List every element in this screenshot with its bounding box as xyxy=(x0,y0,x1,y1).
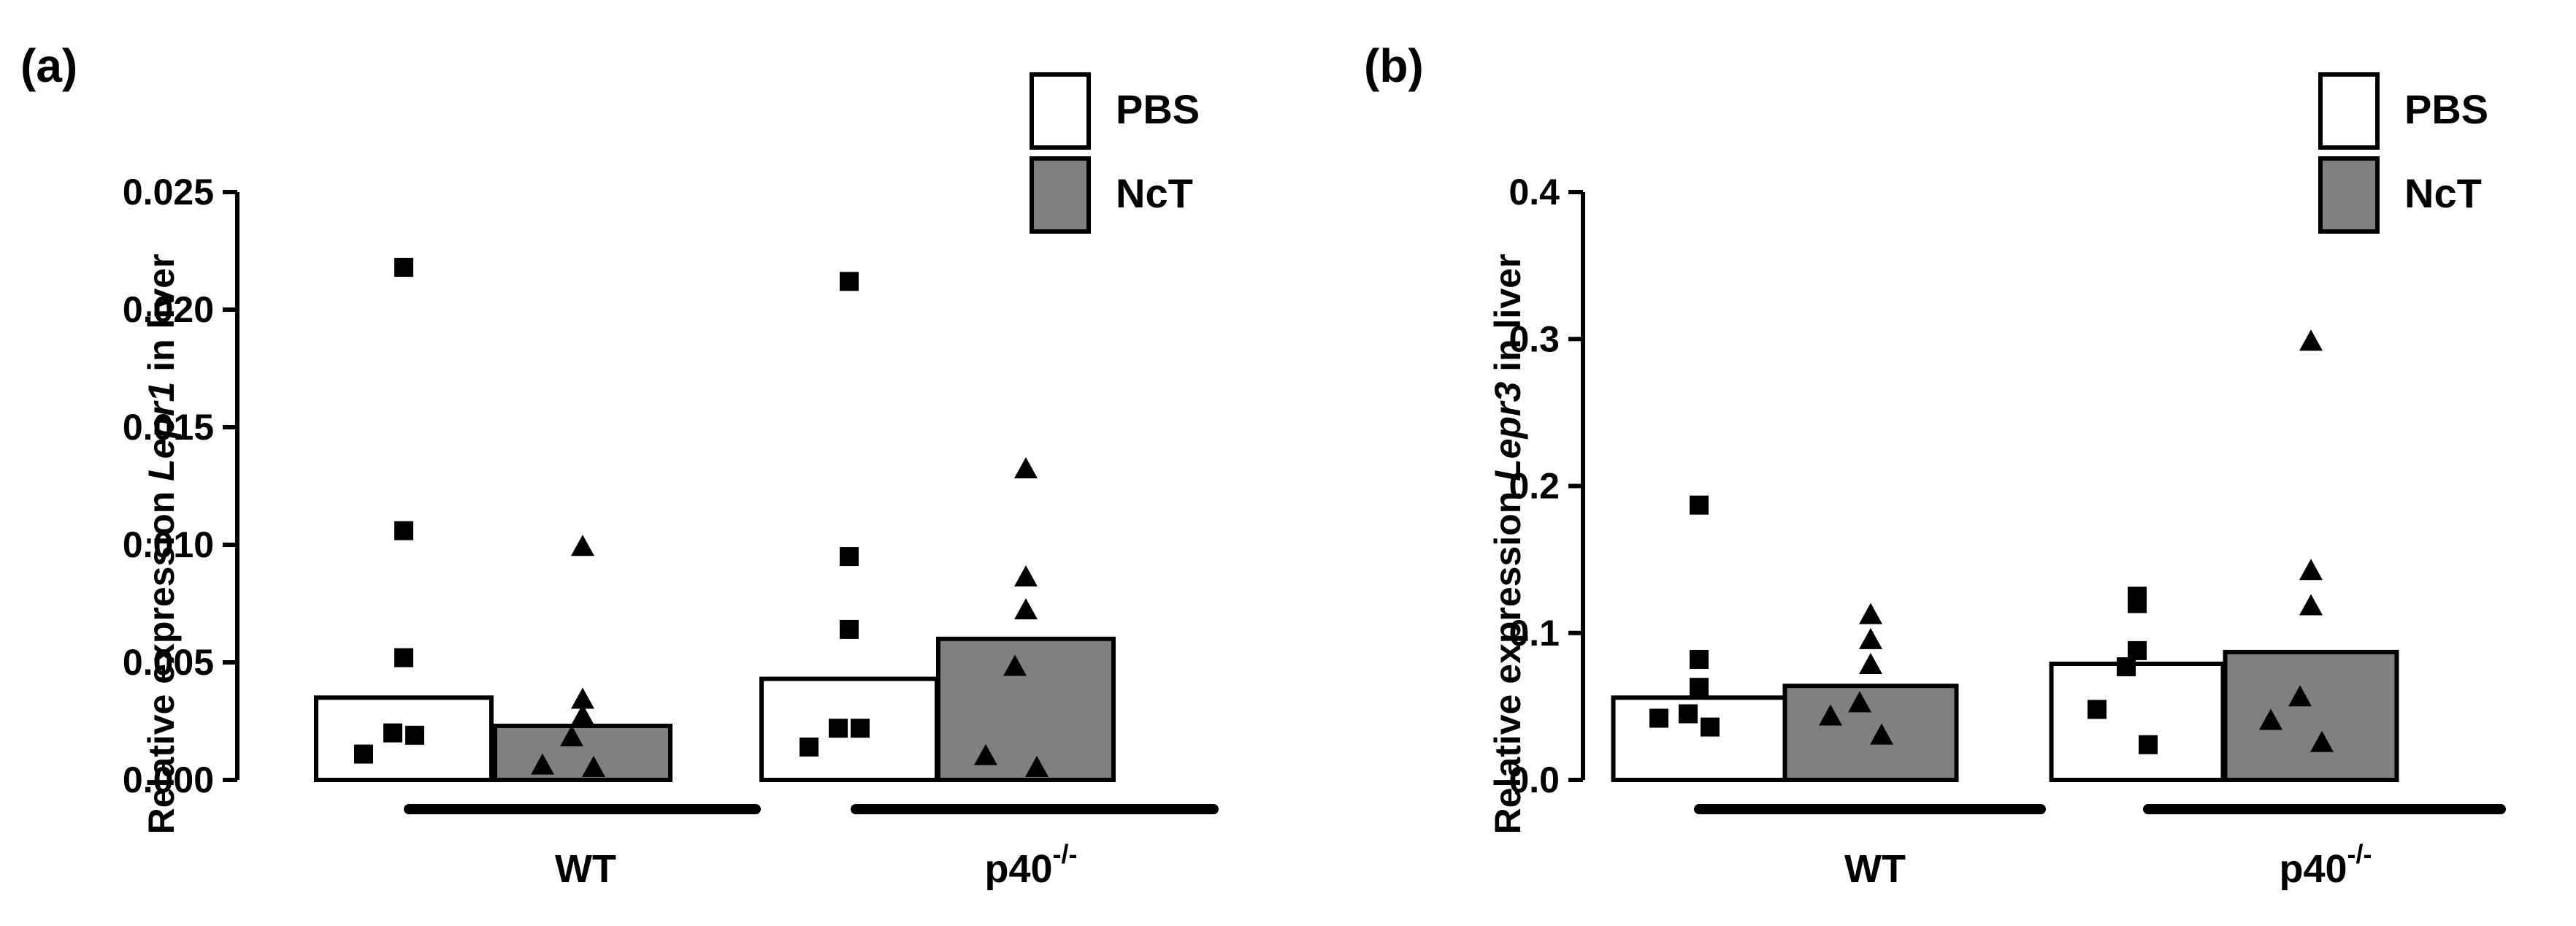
panel-a-point-nct xyxy=(571,687,594,709)
panel-a-category-label: p40-/- xyxy=(984,839,1077,891)
panel-b-label: (b) xyxy=(1364,39,1424,92)
panel-a-legend-label-nct: NcT xyxy=(1116,170,1193,216)
panel-a-point-nct xyxy=(582,755,605,777)
panel-a-point-nct xyxy=(1014,456,1038,478)
panel-b-point-pbs xyxy=(1679,704,1698,724)
panel-a-point-pbs xyxy=(829,719,848,738)
panel-b-plot: 0.0 0.1 0.2 0.3 0.4 WT p40-/- PBS NcT xyxy=(1509,72,2506,891)
panel-b-point-nct xyxy=(2299,559,2323,581)
panel-b-legend-label-nct: NcT xyxy=(2404,170,2482,216)
panel-a-point-pbs xyxy=(394,648,413,667)
panel-a-point-nct xyxy=(1003,654,1027,676)
panel-a-point-pbs xyxy=(405,725,424,745)
panel-a-y-tick-label: 0.020 xyxy=(123,289,214,330)
panel-b-point-nct xyxy=(2299,594,2323,616)
panel-b-y-tick-label: 0.4 xyxy=(1509,172,1560,213)
panel-a-point-pbs xyxy=(840,272,859,291)
panel-b-point-pbs xyxy=(2128,640,2147,660)
panel-a-point-nct xyxy=(1025,755,1049,777)
panel-b-point-nct xyxy=(1859,653,1882,675)
panel-a-legend-swatch-nct xyxy=(1030,156,1091,234)
panel-b-category-text: p40 xyxy=(2279,847,2347,891)
panel-b-y-tick-label: 0.2 xyxy=(1509,466,1560,507)
panel-a-point-nct xyxy=(1014,565,1038,587)
panel-b-category-text: WT xyxy=(1844,847,1906,891)
panel-a-point-pbs xyxy=(383,723,402,743)
panel-a-bar-nct-p40 xyxy=(936,636,1116,782)
panel-b-bar-pbs-wt xyxy=(1611,695,1787,782)
panel-b-y-tick-label: 0.3 xyxy=(1509,318,1560,359)
panel-b-category-label: p40-/- xyxy=(2279,839,2372,891)
panel-b-point-pbs xyxy=(1690,649,1709,669)
panel-b-legend-label-pbs: PBS xyxy=(2404,86,2488,132)
panel-b-point-pbs xyxy=(1690,678,1709,697)
panel-a-point-nct xyxy=(974,743,997,765)
panel-a-category-text: p40 xyxy=(984,847,1052,891)
panel-a-ylabel-prefix: Relative expression xyxy=(141,481,182,835)
panel-a-bar-pbs-p40 xyxy=(759,676,939,782)
panel-b-ylabel-prefix: Relative expression xyxy=(1487,481,1528,835)
panel-a-legend-swatch-pbs xyxy=(1030,72,1091,150)
panel-b-point-nct xyxy=(2288,685,2312,707)
panel-b-bar-nct-p40 xyxy=(2223,649,2399,782)
panel-b-point-nct xyxy=(1870,723,1893,745)
panel-a-y-tick-label: 0.000 xyxy=(123,759,214,800)
panel-a-y-tick-label: 0.015 xyxy=(123,407,214,448)
panel-a-point-pbs xyxy=(840,547,859,567)
panel-a: (a) Relative expression Lepr1 in liver 0… xyxy=(20,39,1219,891)
panel-b-y-tick-label: 0.0 xyxy=(1509,759,1560,800)
panel-b-point-pbs xyxy=(2088,700,2107,719)
panel-a-category-text: WT xyxy=(555,847,616,891)
panel-b-bar-pbs-p40 xyxy=(2049,662,2226,783)
panel-a-bar-nct-wt xyxy=(493,723,672,782)
panel-b-category-superscript: -/- xyxy=(2347,839,2372,869)
panel-a-point-pbs xyxy=(354,744,373,764)
panel-b-point-pbs xyxy=(1690,495,1709,515)
panel-a-y-tick-label: 0.005 xyxy=(123,642,214,683)
panel-b-bar-nct-wt xyxy=(1782,684,1959,783)
panel-b-y-tick-label: 0.1 xyxy=(1509,613,1560,654)
panel-b-point-nct xyxy=(1819,704,1842,726)
panel-a-point-pbs xyxy=(851,719,870,738)
panel-b-point-nct xyxy=(1848,691,1871,713)
panel-a-plot: 0.000 0.005 0.010 0.015 0.020 0.025 WT p40-/- PB… xyxy=(123,72,1219,891)
panel-a-point-pbs xyxy=(394,258,413,278)
panel-b-legend-swatch-nct xyxy=(2318,156,2380,234)
panel-a-point-nct xyxy=(571,535,594,556)
panel-b-point-pbs xyxy=(2117,657,2136,677)
panel-a-legend-label-pbs: PBS xyxy=(1116,86,1200,132)
panel-a-point-nct xyxy=(1014,598,1038,620)
panel-b-point-nct xyxy=(1859,602,1882,624)
panel-a-category-label: WT xyxy=(555,847,616,891)
panel-b-legend-swatch-pbs xyxy=(2318,72,2380,150)
panel-b-point-nct xyxy=(2310,730,2334,752)
panel-a-point-pbs xyxy=(840,619,859,639)
panel-a-y-tick-label: 0.010 xyxy=(123,524,214,565)
panel-b-point-nct xyxy=(1859,627,1882,649)
panel-b-ylabel-gene: Lepr3 xyxy=(1487,381,1528,481)
panel-b-point-pbs xyxy=(2128,594,2147,613)
panel-a-ylabel-gene: Lepr1 xyxy=(141,382,182,481)
panel-a-point-nct xyxy=(571,704,594,726)
panel-b-point-nct xyxy=(2259,708,2282,730)
panel-a-point-pbs xyxy=(394,521,413,540)
panel-b-ylabel-suffix: in liver xyxy=(1487,254,1528,382)
panel-b-category-label: WT xyxy=(1844,847,1906,891)
panel-a-y-tick-label: 0.025 xyxy=(123,172,214,213)
panel-a-bar-pbs-wt xyxy=(314,695,494,782)
panel-b-point-nct xyxy=(2299,329,2323,351)
panel-a-point-pbs xyxy=(800,737,819,757)
panel-a-label: (a) xyxy=(20,39,77,92)
panel-a-point-nct xyxy=(560,725,583,747)
panel-b-point-pbs xyxy=(1649,708,1668,728)
panel-a-point-nct xyxy=(531,753,554,775)
panel-a-category-superscript: -/- xyxy=(1053,839,1078,869)
panel-b-point-pbs xyxy=(2139,735,2158,754)
panel-a-ylabel-suffix: in liver xyxy=(141,254,182,382)
panel-b-y-axis-title: Relative expression Lepr3 in liver xyxy=(1487,254,1528,835)
panel-a-y-axis-title: Relative expression Lepr1 in liver xyxy=(141,254,182,835)
panel-b-point-pbs xyxy=(1701,717,1720,737)
panel-b: (b) Relative expression Lepr3 in liver 0… xyxy=(1364,39,2506,891)
